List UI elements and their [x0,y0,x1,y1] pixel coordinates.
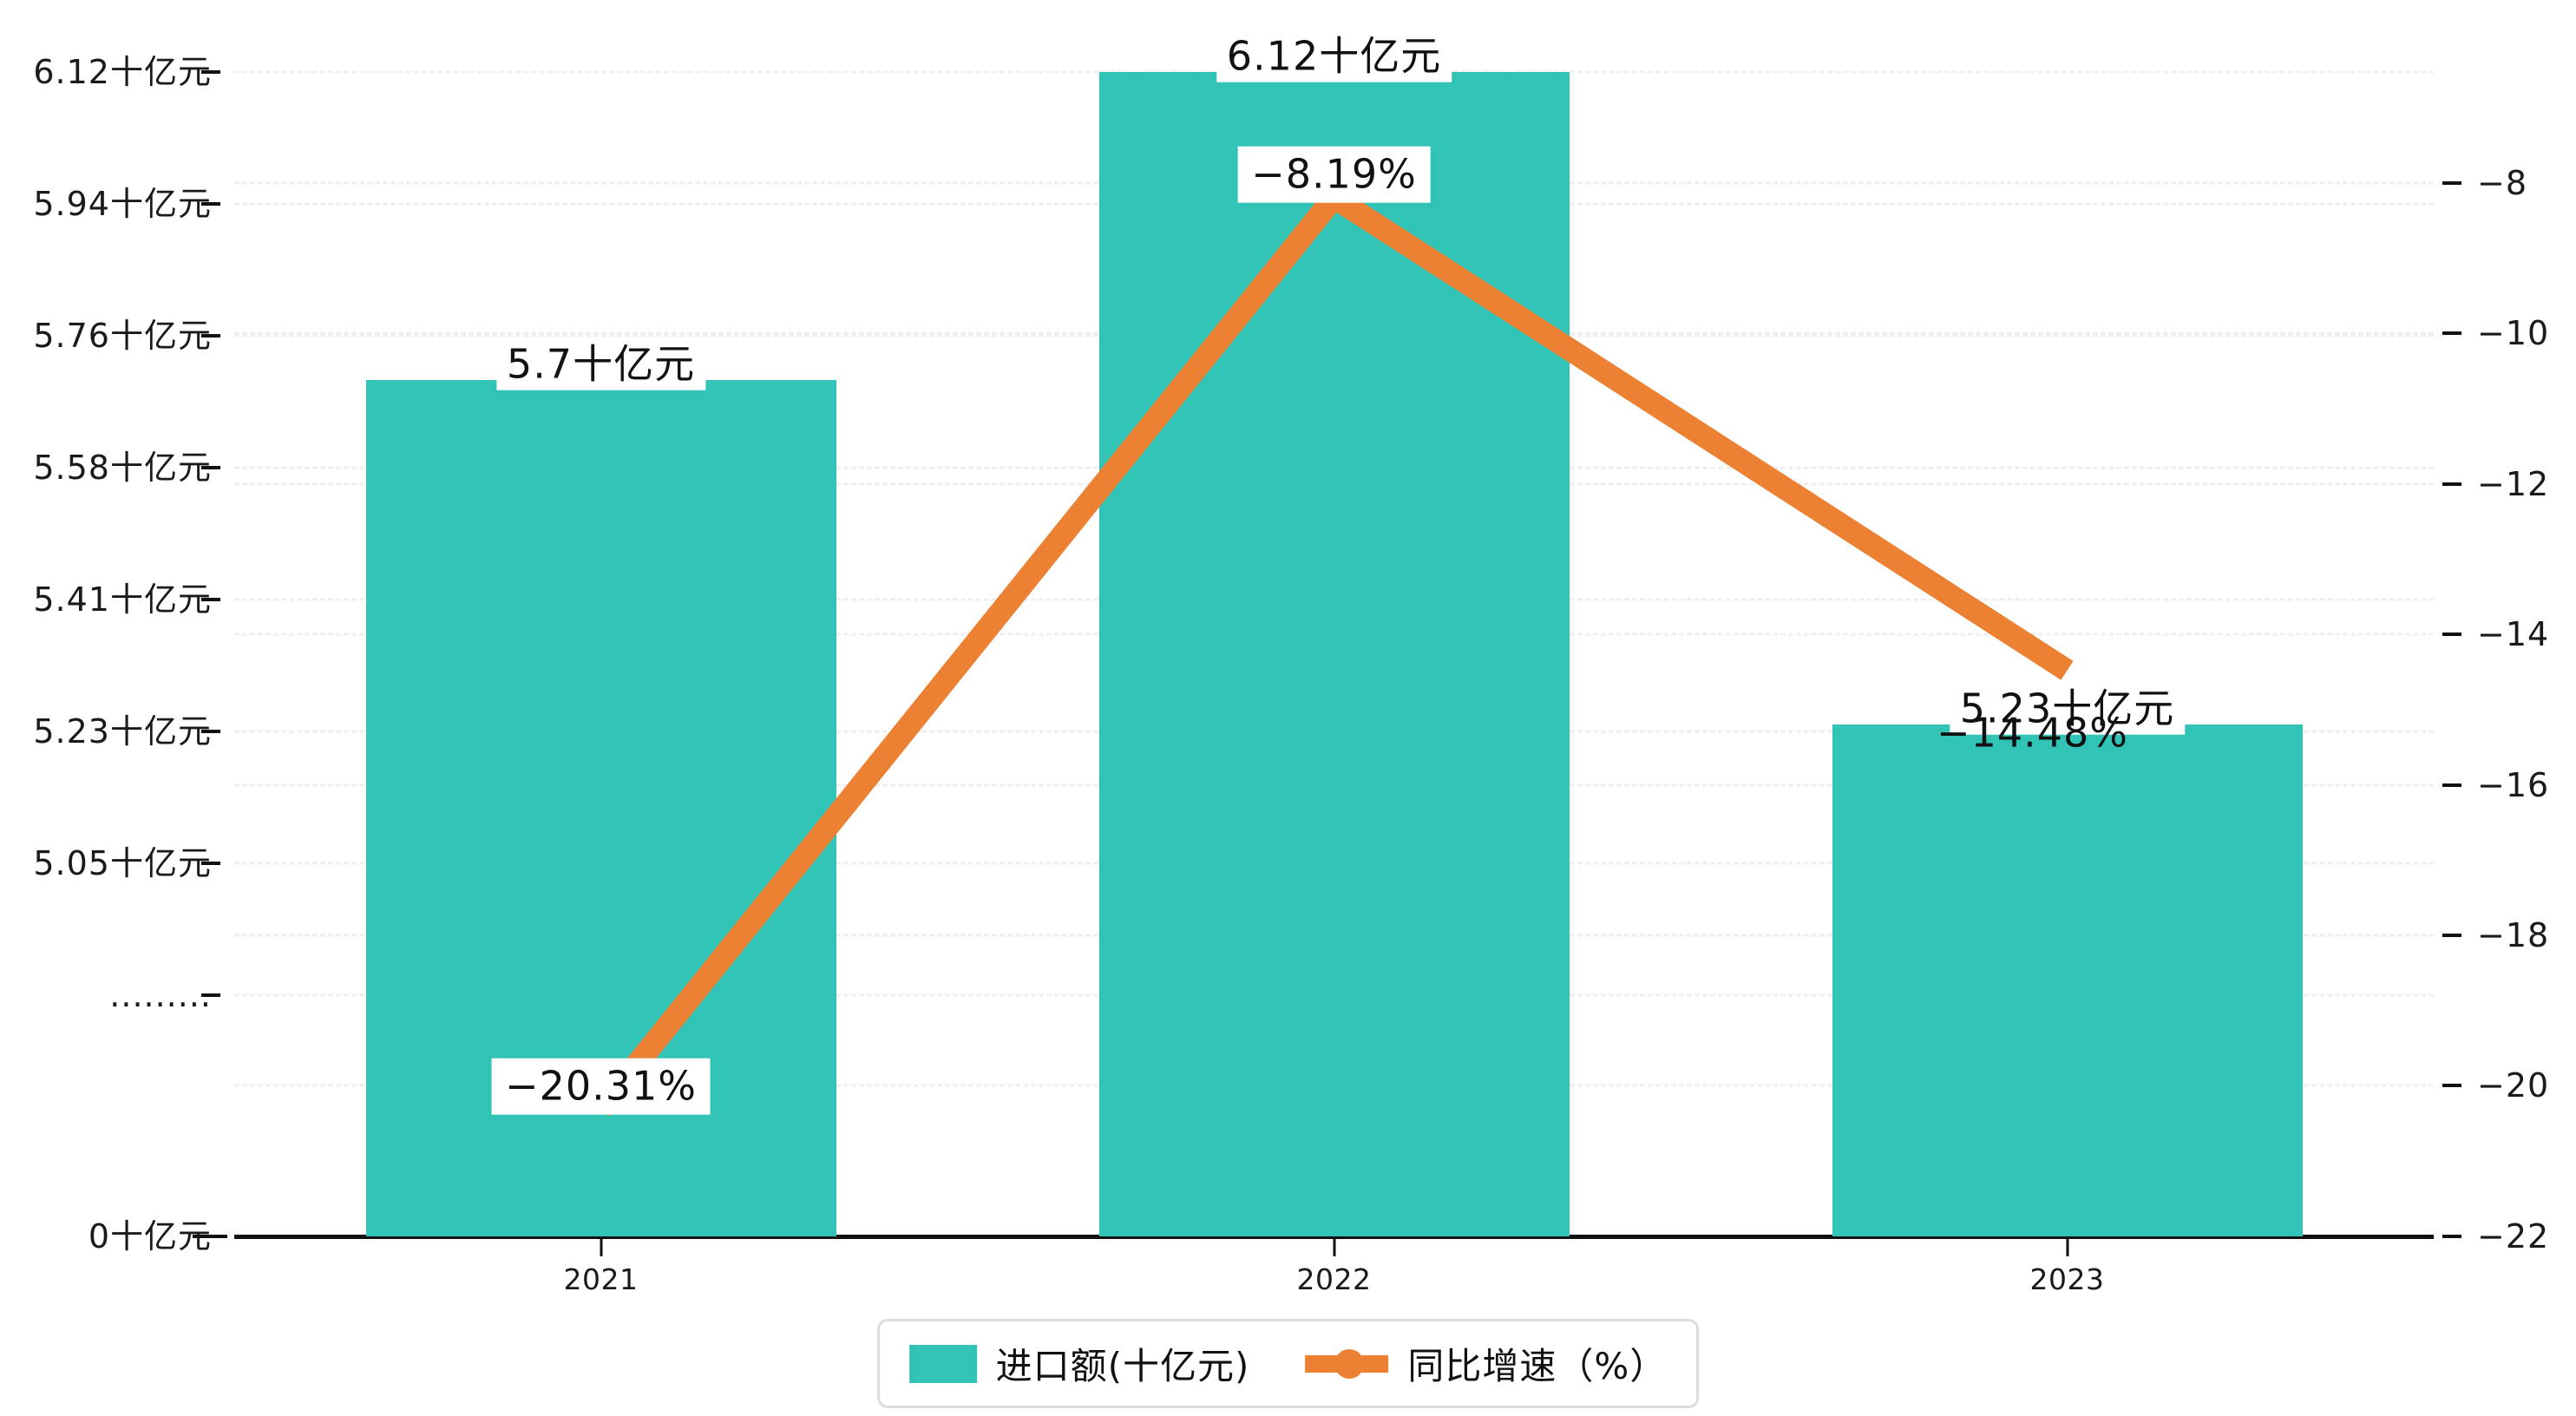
y-axis-tick-mark-left [201,334,220,338]
y-axis-tick-label-left: 6.12十亿元 [33,53,212,91]
y-axis-tick-label-left: 5.94十亿元 [33,185,212,223]
y-axis-tick-mark-left [201,730,220,733]
y-axis-tick-mark-left [201,70,220,74]
y-axis-tick-label-left: 5.23十亿元 [33,712,212,751]
x-axis-tick-mark [600,1239,602,1256]
y-axis-tick-mark-right [2442,331,2461,336]
y-axis-tick-mark-right [2442,1084,2461,1088]
y-axis-tick-label-left: 0十亿元 [88,1217,212,1255]
y-axis-tick-label-right: −12 [2477,464,2550,503]
y-axis-tick-label-right: −8 [2477,164,2528,202]
line-marker-icon [1305,1345,1389,1383]
chart-legend[interactable]: 进口额(十亿元) 同比增速（%） [876,1319,1700,1408]
line-value-label: −14.48% [1937,709,2128,757]
bar-value-label: 5.23十亿元 [1949,682,2186,735]
x-axis-tick-mark [2066,1239,2068,1256]
x-axis-tick-mark [1333,1239,1335,1256]
y-axis-tick-label-right: −10 [2477,314,2550,353]
x-axis-line [234,1235,2434,1239]
y-axis-tick-label-right: −20 [2477,1066,2550,1105]
y-axis-tick-mark-right [2442,633,2461,637]
y-axis-tick-mark-left [201,598,220,601]
y-axis-tick-mark-left [193,1235,227,1238]
bar-value-label: 5.7十亿元 [495,338,706,390]
bar-value-label: 6.12十亿元 [1216,30,1452,82]
y-axis-tick-label-right: −18 [2477,916,2550,954]
y-axis-tick-label-left: 5.05十亿元 [33,844,212,882]
bar[interactable] [1832,724,2303,1236]
bar-swatch-icon [908,1344,977,1383]
y-axis-tick-label-left: 5.58十亿元 [33,449,212,487]
y-axis-tick-label-left: 5.41十亿元 [33,580,212,619]
x-axis-tick-label: 2022 [1296,1262,1372,1296]
y-axis-tick-mark-right [2442,482,2461,486]
y-axis-tick-mark-left [201,466,220,469]
y-axis-tick-label-left: 5.76十亿元 [33,317,212,355]
y-axis-tick-mark-right [2442,181,2461,185]
y-axis-tick-mark-right [2442,783,2461,787]
legend-label-growth-rate: 同比增速（%） [1407,1345,1668,1387]
y-axis-tick-mark-left [201,202,220,206]
y-axis-tick-mark-left [201,862,220,865]
x-axis-tick-label: 2023 [2029,1262,2105,1296]
legend-label-import-value: 进口额(十亿元) [995,1345,1250,1387]
y-axis-tick-label-right: −16 [2477,765,2550,804]
x-axis-tick-label: 2021 [563,1262,639,1296]
y-axis-tick-mark-right [2442,934,2461,937]
line-value-label: −20.31% [491,1058,711,1115]
legend-item-growth-rate[interactable]: 同比增速（%） [1305,1337,1667,1390]
y-axis-tick-label-right: −22 [2477,1216,2550,1255]
y-axis-tick-label-left: ......... [109,976,212,1014]
y-axis-tick-mark-left [201,993,220,997]
y-axis-tick-mark-right [2442,1234,2461,1238]
line-value-label: −8.19% [1237,147,1431,203]
y-axis-tick-label-right: −14 [2477,615,2550,654]
bar[interactable] [1098,72,1570,1236]
legend-item-import-value[interactable]: 进口额(十亿元) [908,1337,1250,1390]
